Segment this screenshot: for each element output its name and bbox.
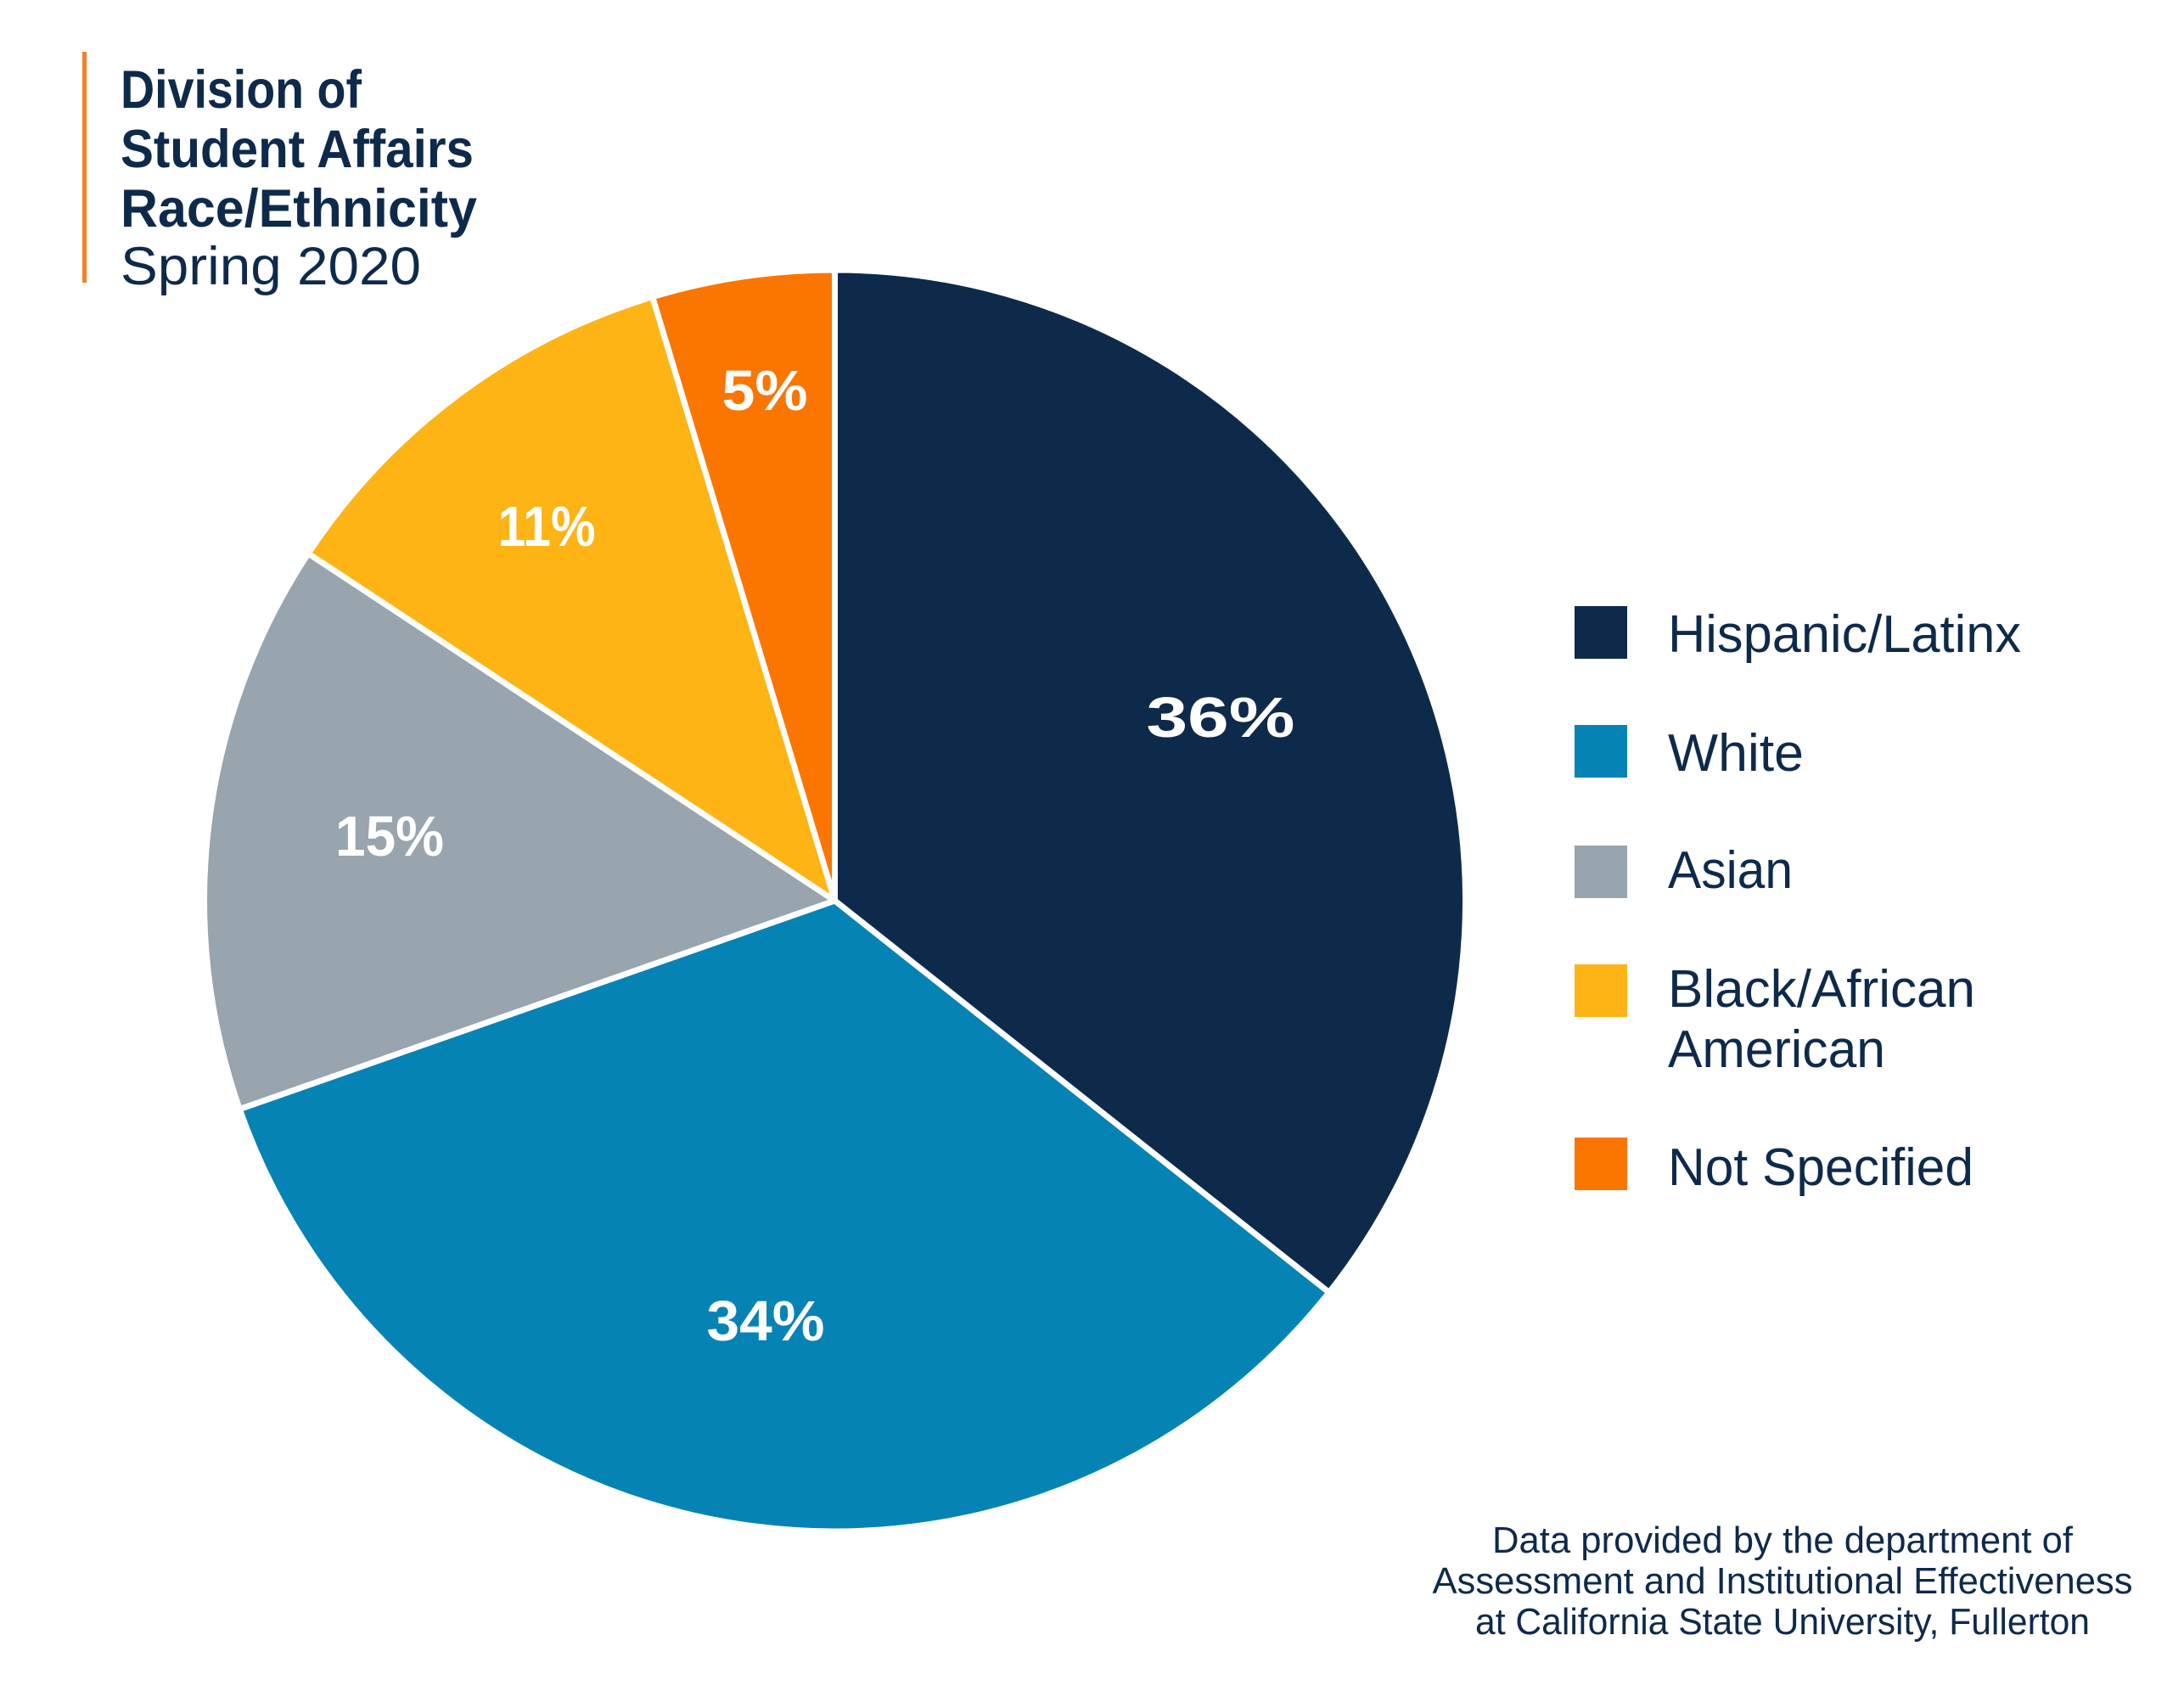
svg-text:15%: 15% <box>335 805 444 868</box>
svg-text:Race/Ethnicity: Race/Ethnicity <box>121 179 477 239</box>
svg-text:Black/African: Black/African <box>1668 960 1975 1019</box>
svg-text:Spring 2020: Spring 2020 <box>121 237 421 296</box>
svg-text:Asian: Asian <box>1668 841 1793 900</box>
svg-text:36%: 36% <box>1147 686 1295 750</box>
svg-text:Assessment and Institutional E: Assessment and Institutional Effectivene… <box>1433 1560 2133 1602</box>
svg-text:White: White <box>1668 724 1804 783</box>
svg-text:Student Affairs: Student Affairs <box>121 120 474 179</box>
svg-text:Division of: Division of <box>121 60 362 120</box>
svg-text:11%: 11% <box>498 495 596 559</box>
svg-text:34%: 34% <box>707 1289 825 1353</box>
svg-text:5%: 5% <box>722 359 808 423</box>
svg-text:Data provided by the departmen: Data provided by the department of <box>1492 1520 2074 1561</box>
svg-text:Hispanic/Latinx: Hispanic/Latinx <box>1668 605 2021 664</box>
svg-text:Not Specified: Not Specified <box>1668 1138 1973 1197</box>
svg-text:American: American <box>1668 1020 1885 1079</box>
svg-text:at California State University: at California State University, Fullerto… <box>1475 1601 2090 1643</box>
